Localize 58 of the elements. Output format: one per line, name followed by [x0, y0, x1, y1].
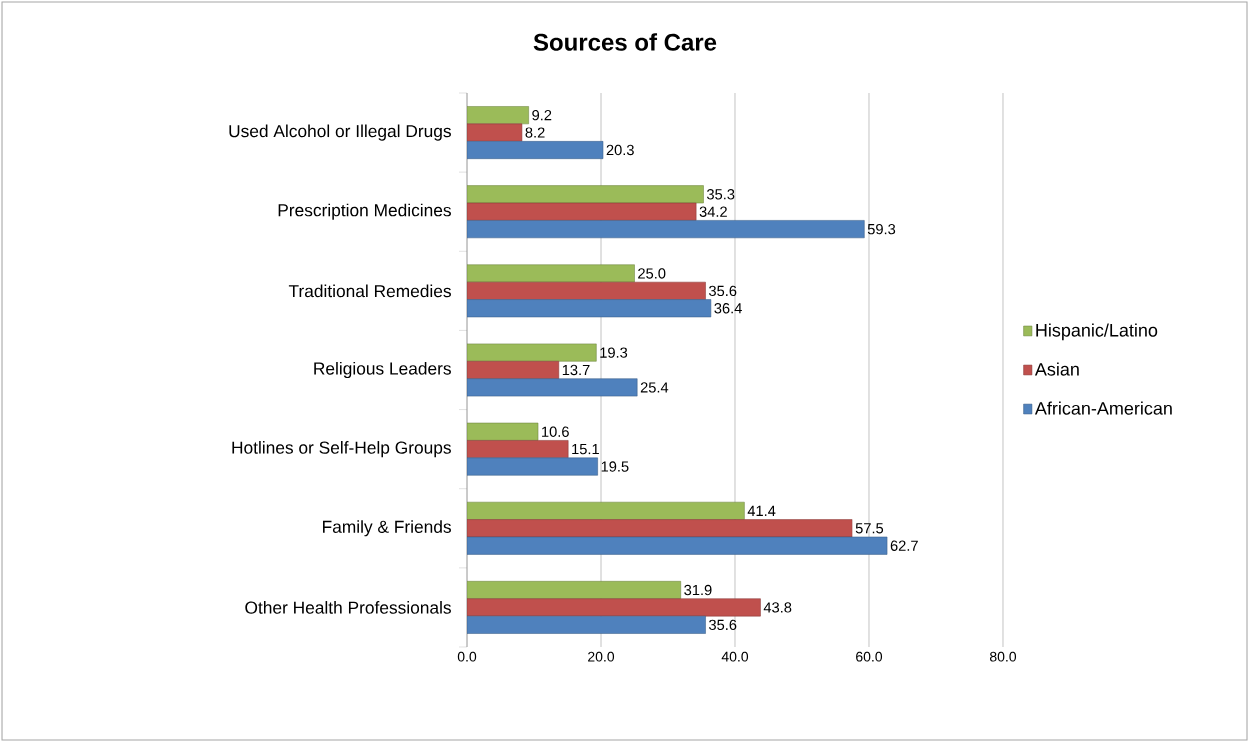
data-label: 36.4 — [714, 303, 742, 314]
data-label: 10.6 — [542, 426, 569, 437]
x-tick-label: 0.0 — [457, 651, 477, 662]
x-tick-label: 20.0 — [588, 651, 615, 662]
data-label: 19.5 — [601, 461, 629, 472]
bar — [467, 440, 569, 459]
bar — [467, 141, 604, 159]
data-label: 57.5 — [855, 523, 884, 534]
data-label: 35.6 — [709, 285, 737, 297]
data-label: 43.8 — [763, 602, 792, 613]
y-tick-label: Hotlines or Self-Help Groups — [232, 441, 451, 458]
y-tick-label: Used Alcohol or Illegal Drugs — [229, 124, 451, 141]
legend-label: Asian — [1034, 362, 1079, 376]
data-label: 8.2 — [525, 127, 545, 138]
x-tick-label: 40.0 — [721, 651, 749, 662]
bar — [467, 264, 635, 283]
bar — [467, 581, 681, 599]
legend-label: African-American — [1034, 401, 1172, 415]
data-label: 31.9 — [684, 584, 712, 596]
bar — [467, 361, 560, 379]
y-tick-label: Prescription Medicines — [278, 203, 451, 220]
bar — [467, 422, 539, 441]
bar — [467, 598, 761, 617]
data-label: 20.3 — [606, 144, 634, 156]
bar — [467, 281, 706, 300]
data-label: 25.0 — [638, 268, 666, 279]
data-label: 62.7 — [890, 540, 918, 551]
data-label: 15.1 — [572, 444, 599, 455]
x-tick-label: 60.0 — [856, 651, 883, 662]
data-label: 41.4 — [747, 505, 776, 516]
bar — [467, 123, 523, 142]
bar — [467, 202, 697, 221]
data-label: 35.3 — [707, 189, 735, 200]
bar — [467, 220, 865, 239]
data-label: 35.6 — [709, 619, 737, 631]
y-tick-label: Religious Leaders — [314, 361, 451, 379]
data-label: 13.7 — [562, 364, 590, 376]
y-tick-label: Other Health Professionals — [245, 601, 451, 614]
bar — [467, 457, 598, 476]
data-label: 9.2 — [532, 109, 552, 121]
data-label: 25.4 — [640, 382, 669, 393]
bar — [467, 185, 704, 204]
bar — [467, 615, 706, 634]
bar — [467, 519, 853, 538]
bar — [467, 501, 745, 520]
bar — [467, 536, 888, 555]
bar — [467, 343, 597, 362]
y-tick-label: Family & Friends — [323, 520, 451, 537]
y-tick-label: Traditional Remedies — [288, 284, 451, 298]
legend-label: Hispanic/Latino — [1036, 323, 1158, 341]
bar — [467, 106, 529, 125]
bar — [467, 378, 638, 397]
data-label: 19.3 — [600, 347, 628, 358]
x-tick-label: 80.0 — [989, 651, 1017, 662]
bar — [467, 299, 712, 318]
data-label: 34.2 — [699, 206, 727, 217]
chart-title: Sources of Care — [533, 33, 717, 51]
data-label: 59.3 — [867, 223, 896, 235]
